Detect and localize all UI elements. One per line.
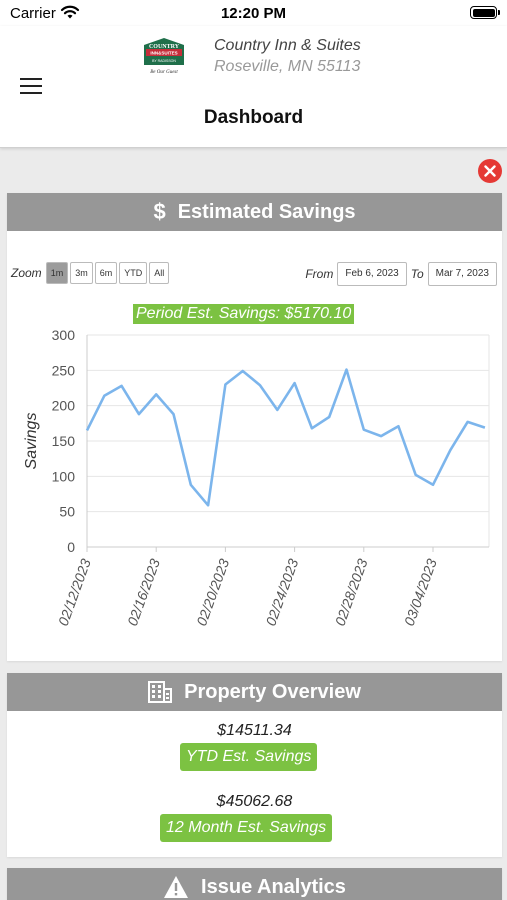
- from-label: From: [305, 267, 334, 281]
- x-tick-label: 02/20/2023: [193, 556, 232, 628]
- zoom-ytd-button[interactable]: YTD: [119, 262, 148, 284]
- from-date-input[interactable]: Feb 6, 2023: [337, 262, 407, 286]
- hotel-logo: COUNTRY INN&SUITES BY RADISSON Be Our Gu…: [144, 38, 184, 75]
- y-tick-label: 200: [52, 398, 76, 414]
- x-tick-label: 02/28/2023: [332, 556, 371, 628]
- zoom-6m-button[interactable]: 6m: [94, 262, 118, 284]
- status-bar: Carrier 12:20 PM: [0, 0, 507, 26]
- month-savings-label: 12 Month Est. Savings: [160, 814, 333, 842]
- wifi-icon: [60, 5, 80, 19]
- battery-icon: [470, 6, 500, 19]
- to-label: To: [410, 267, 424, 281]
- zoom-3m-button[interactable]: 3m: [70, 262, 93, 284]
- svg-text:INN&SUITES: INN&SUITES: [150, 51, 177, 56]
- warning-icon: [164, 876, 189, 898]
- estimated-savings-header: $ Estimated Savings: [7, 193, 502, 231]
- carrier-label: Carrier: [10, 5, 56, 22]
- estimated-savings-card: $ Estimated Savings Zoom 1m 3m 6m YTD Al…: [7, 193, 502, 661]
- y-tick-label: 150: [52, 433, 76, 449]
- app-header: COUNTRY INN&SUITES BY RADISSON Be Our Gu…: [0, 26, 507, 148]
- dollar-icon: $: [153, 199, 166, 224]
- zoom-controls: Zoom 1m 3m 6m YTD All: [11, 262, 170, 284]
- zoom-1m-button[interactable]: 1m: [45, 262, 69, 284]
- month-savings-value: $45062.68: [216, 793, 293, 810]
- issue-analytics-title: Issue Analytics: [201, 875, 346, 898]
- ytd-savings-label: YTD Est. Savings: [180, 743, 318, 771]
- x-tick-label: 02/16/2023: [124, 556, 163, 628]
- y-axis-title: Savings: [23, 413, 40, 470]
- close-icon: [484, 165, 496, 177]
- zoom-all-button[interactable]: All: [149, 262, 170, 284]
- property-overview-card: Property Overview $14511.34 YTD Est. Sav…: [7, 673, 502, 857]
- ytd-savings-value: $14511.34: [217, 722, 292, 739]
- to-date-input[interactable]: Mar 7, 2023: [427, 262, 497, 286]
- x-tick-label: 02/12/2023: [55, 556, 94, 628]
- x-tick-label: 02/24/2023: [262, 556, 301, 628]
- hotel-location: Roseville, MN 55113: [214, 58, 361, 75]
- svg-text:Be Our Guest: Be Our Guest: [150, 70, 178, 75]
- issue-analytics-header: Issue Analytics: [7, 868, 502, 900]
- svg-text:BY RADISSON: BY RADISSON: [152, 59, 176, 63]
- property-overview-header: Property Overview: [7, 673, 502, 711]
- svg-text:COUNTRY: COUNTRY: [149, 44, 180, 50]
- period-savings-badge: Period Est. Savings: $5170.10: [133, 304, 355, 324]
- savings-line-chart: 0 50 100 150 200 250 300 Savings 02/12/2023 02/16…: [23, 327, 490, 628]
- y-tick-label: 100: [52, 468, 76, 484]
- property-overview-title: Property Overview: [184, 680, 361, 703]
- issue-analytics-card: Issue Analytics: [7, 868, 502, 900]
- hamburger-menu-button[interactable]: [20, 78, 42, 94]
- y-tick-label: 50: [59, 504, 75, 520]
- y-tick-label: 300: [52, 327, 76, 343]
- hotel-name: Country Inn & Suites: [214, 37, 361, 54]
- page-title: Dashboard: [203, 107, 304, 128]
- estimated-savings-title: Estimated Savings: [177, 200, 356, 223]
- y-tick-label: 0: [67, 539, 75, 555]
- date-range-controls: From Feb 6, 2023 To Mar 7, 2023: [305, 262, 497, 286]
- building-icon: [148, 681, 173, 703]
- clock: 12:20 PM: [220, 5, 287, 22]
- zoom-label: Zoom: [11, 266, 42, 280]
- x-tick-label: 03/04/2023: [401, 556, 440, 628]
- close-button[interactable]: [478, 159, 502, 183]
- y-tick-label: 250: [52, 362, 76, 378]
- savings-series-line: [85, 368, 486, 507]
